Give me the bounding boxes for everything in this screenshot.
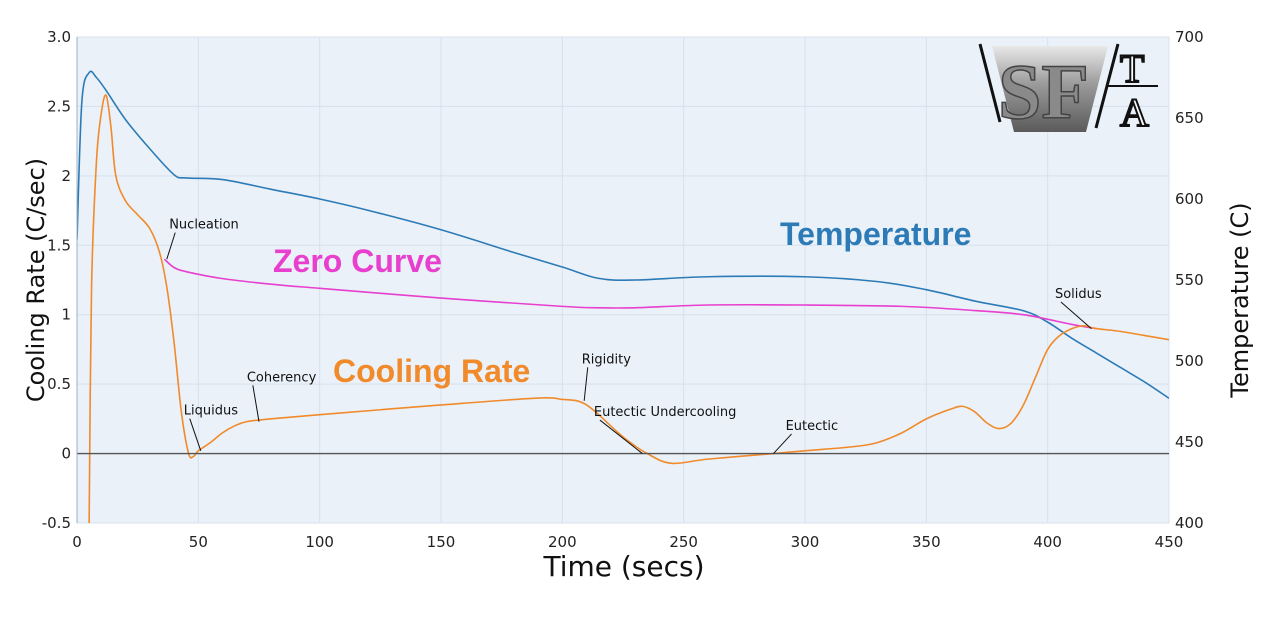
sfta-logo: SF T A (978, 43, 1158, 136)
x-tick-label: 350 (912, 533, 941, 551)
x-tick-label: 250 (669, 533, 698, 551)
series-layer (77, 70, 1169, 523)
y-right-tick-label: 500 (1175, 352, 1204, 370)
y-left-tick-label: 2 (61, 167, 71, 185)
logo-t-text: T (1120, 46, 1144, 91)
y-left-tick-label: 3.0 (47, 28, 71, 46)
annotation-label: Coherency (247, 370, 317, 385)
y-left-tick-label: 1 (61, 306, 71, 324)
annotation-label: Rigidity (582, 352, 631, 367)
logo-left-bracket (978, 43, 1002, 123)
temperature-series-label: Temperature (780, 216, 971, 252)
x-tick-label: 150 (427, 533, 456, 551)
y-axis-left-title: Cooling Rate (C/sec) (22, 158, 50, 402)
annotation-label: Eutectic Undercooling (594, 405, 737, 420)
cooling-rate-series-label: Cooling Rate (333, 353, 530, 389)
y-right-tick-label: 650 (1175, 109, 1204, 127)
annotation-leader-line (166, 232, 176, 260)
y-left-tick-label: 2.5 (47, 97, 71, 115)
x-axis-title: Time (secs) (542, 550, 704, 583)
temperature-series-line (77, 70, 1169, 399)
y-left-tick-label: 0 (61, 445, 71, 463)
annotation-leader-line (1060, 301, 1092, 329)
x-tick-label: 0 (72, 533, 82, 551)
logo-a-text: A (1120, 90, 1149, 135)
cooling-rate-series-line (88, 94, 1169, 523)
y-left-tick-label: 0.5 (47, 375, 71, 393)
y-right-tick-label: 400 (1175, 514, 1204, 532)
zero-curve-series-label: Zero Curve (273, 243, 442, 279)
annotation-leader-line (773, 433, 792, 454)
y-left-tick-label: 1.5 (47, 236, 71, 254)
logo-sf-text: SF (998, 48, 1089, 135)
annotation-label: Nucleation (169, 218, 239, 233)
x-tick-label: 300 (791, 533, 820, 551)
x-tick-label: 450 (1155, 533, 1184, 551)
x-tick-label: 50 (189, 533, 208, 551)
annotation-label: Solidus (1055, 287, 1102, 302)
annotation-label: Liquidus (184, 404, 238, 419)
y-right-tick-label: 450 (1175, 433, 1204, 451)
annotation-leader-line (583, 367, 589, 401)
x-tick-label: 100 (305, 533, 334, 551)
x-tick-label: 200 (548, 533, 577, 551)
logo-metal-plate (992, 46, 1108, 132)
y-left-tick-label: -0.5 (42, 514, 71, 532)
annotation-label: Eutectic (786, 419, 839, 434)
zero-curve-series-line (163, 258, 1097, 330)
annotations: Nucleation Liquidus Coherency Rigidity Eutec… (166, 218, 1102, 454)
annotation-leader-line (599, 419, 643, 454)
y-right-tick-label: 700 (1175, 28, 1204, 46)
annotation-leader-line (189, 418, 202, 451)
y-right-tick-label: 600 (1175, 190, 1204, 208)
axes: 0 50 100 150 200 250 300 350 400 450-0.500.511.52… (42, 28, 1204, 551)
y-right-tick-label: 550 (1175, 271, 1204, 289)
x-tick-label: 400 (1033, 533, 1062, 551)
y-axis-right-title: Temperature (C) (1226, 202, 1254, 398)
annotation-leader-line (252, 385, 260, 422)
